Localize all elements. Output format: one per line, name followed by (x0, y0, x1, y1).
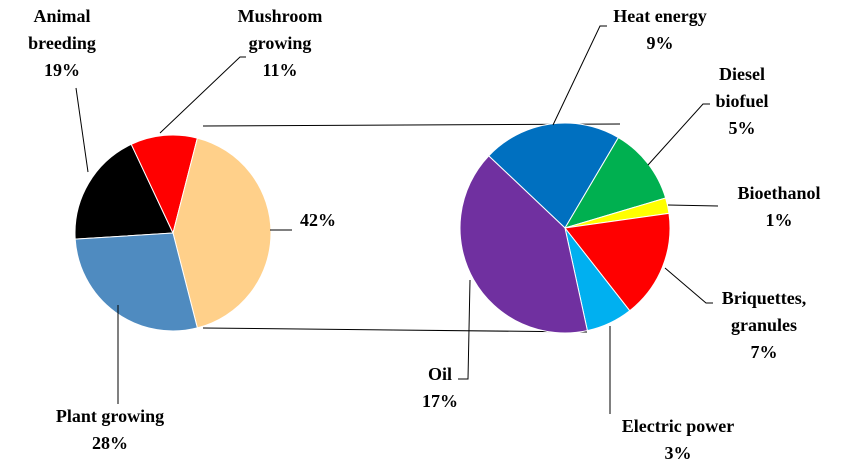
slice-value-label: 42% (300, 210, 336, 230)
leader-line (647, 103, 710, 166)
leader-line (75, 87, 89, 173)
leader-line (458, 279, 471, 380)
slice-label: Electric power (622, 416, 734, 436)
slice-value-label: 28% (92, 433, 128, 453)
connector-line (202, 327, 588, 333)
slice-label: Bioethanol (737, 183, 820, 203)
slice-value-label: 9% (647, 33, 674, 53)
slice-label: Plant growing (56, 406, 164, 426)
leader-line (159, 56, 246, 134)
slice-label: Diesel biofuel (715, 64, 768, 111)
pie-slice (130, 134, 198, 235)
leader-line (667, 204, 719, 207)
slice-label: Oil (428, 364, 452, 384)
slice-value-label: 17% (422, 391, 458, 411)
leader-line (664, 267, 713, 304)
slice-label: Briquettes, granules (722, 288, 807, 335)
pie-slice (488, 122, 620, 229)
slice-value-label: 1% (766, 210, 793, 230)
slice-value-label: 19% (44, 60, 80, 80)
slice-label: Animal breeding (28, 6, 96, 53)
pie-slice (74, 232, 198, 332)
pie-slice (172, 137, 272, 329)
slice-label: Heat energy (613, 6, 706, 26)
pie-slice (74, 143, 174, 240)
pie-slice (564, 212, 671, 312)
slice-value-label: 7% (751, 342, 778, 362)
pie-slice (459, 155, 588, 334)
slice-value-label: 5% (729, 118, 756, 138)
slice-label: Mushroom growing (238, 6, 323, 53)
slice-value-label: 3% (665, 443, 692, 463)
leader-line (552, 25, 607, 126)
slice-value-label: 11% (262, 60, 297, 80)
